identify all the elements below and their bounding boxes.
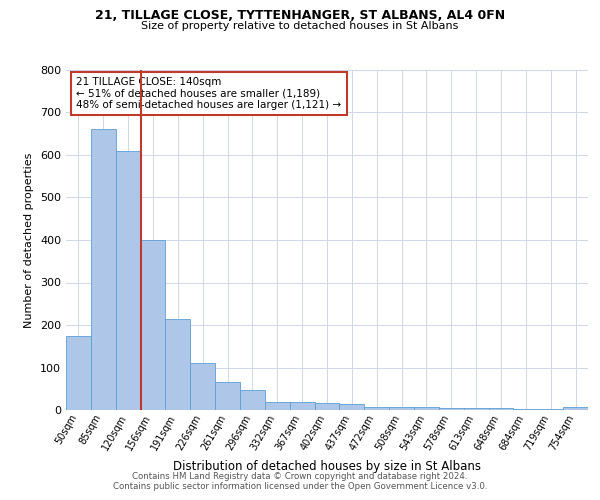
Bar bbox=[439, 408, 464, 410]
Bar bbox=[290, 402, 314, 410]
X-axis label: Distribution of detached houses by size in St Albans: Distribution of detached houses by size … bbox=[173, 460, 481, 473]
Bar bbox=[240, 390, 265, 410]
Text: Size of property relative to detached houses in St Albans: Size of property relative to detached ho… bbox=[142, 21, 458, 31]
Bar bbox=[140, 240, 166, 410]
Bar bbox=[414, 406, 439, 410]
Bar bbox=[364, 406, 389, 410]
Text: 21 TILLAGE CLOSE: 140sqm
← 51% of detached houses are smaller (1,189)
48% of sem: 21 TILLAGE CLOSE: 140sqm ← 51% of detach… bbox=[76, 77, 341, 110]
Bar bbox=[265, 402, 290, 410]
Bar bbox=[66, 336, 91, 410]
Bar bbox=[190, 363, 215, 410]
Bar bbox=[563, 406, 588, 410]
Bar bbox=[464, 408, 488, 410]
Bar bbox=[538, 408, 563, 410]
Bar bbox=[215, 382, 240, 410]
Bar bbox=[488, 408, 514, 410]
Text: Contains HM Land Registry data © Crown copyright and database right 2024.
Contai: Contains HM Land Registry data © Crown c… bbox=[113, 472, 487, 491]
Text: 21, TILLAGE CLOSE, TYTTENHANGER, ST ALBANS, AL4 0FN: 21, TILLAGE CLOSE, TYTTENHANGER, ST ALBA… bbox=[95, 9, 505, 22]
Bar bbox=[389, 406, 414, 410]
Bar bbox=[91, 130, 116, 410]
Bar bbox=[314, 403, 340, 410]
Bar bbox=[116, 150, 140, 410]
Bar bbox=[340, 404, 364, 410]
Y-axis label: Number of detached properties: Number of detached properties bbox=[25, 152, 34, 328]
Bar bbox=[166, 318, 190, 410]
Bar bbox=[514, 408, 538, 410]
